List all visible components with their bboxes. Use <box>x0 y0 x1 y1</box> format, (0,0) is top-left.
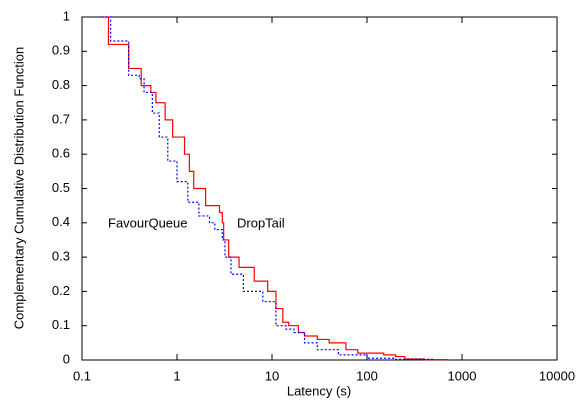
y-tick-label: 0.4 <box>52 214 70 229</box>
y-tick-label: 0.9 <box>52 43 70 58</box>
y-axis-label: Complementary Cumulative Distribution Fu… <box>11 47 26 330</box>
x-tick-label: 100 <box>356 368 378 383</box>
y-tick-label: 0 <box>63 351 70 366</box>
y-tick-label: 0.8 <box>52 77 70 92</box>
x-tick-label: 1000 <box>448 368 477 383</box>
x-axis-label: Latency (s) <box>287 383 351 398</box>
y-tick-label: 0.3 <box>52 249 70 264</box>
x-tick-label: 0.1 <box>73 368 91 383</box>
y-tick-label: 0.6 <box>52 146 70 161</box>
x-tick-label: 1 <box>173 368 180 383</box>
annotation: DropTail <box>237 215 285 230</box>
y-tick-label: 0.7 <box>52 111 70 126</box>
series-line <box>101 16 435 360</box>
y-tick-label: 1 <box>63 8 70 23</box>
y-tick-label: 0.5 <box>52 180 70 195</box>
y-tick-label: 0.1 <box>52 317 70 332</box>
annotation: FavourQueue <box>108 215 188 230</box>
x-tick-label: 10 <box>265 368 279 383</box>
y-tick-label: 0.2 <box>52 283 70 298</box>
series-line <box>101 16 448 361</box>
plot-frame <box>81 16 558 361</box>
x-tick-label: 10000 <box>539 368 575 383</box>
